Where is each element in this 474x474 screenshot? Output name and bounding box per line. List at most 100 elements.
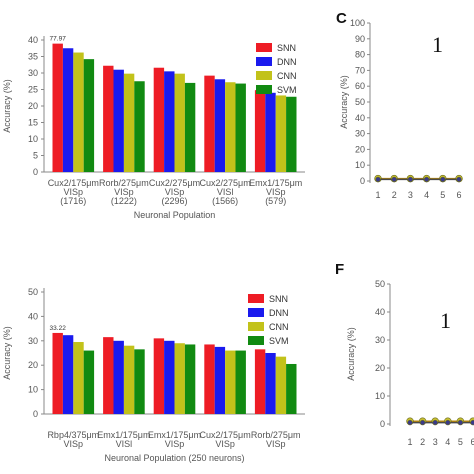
bar-cnn-2: [174, 343, 185, 414]
x-tick-label: (2296): [161, 196, 187, 206]
series-1-point-2: [407, 176, 414, 183]
x-tick-label: Emx1/175μm: [148, 430, 201, 440]
x-tick-label: Rorb/275μm: [251, 430, 301, 440]
x-tick-label: 3: [408, 190, 413, 200]
bar-svm-4: [286, 96, 297, 172]
x-tick-label: (1222): [111, 196, 137, 206]
x-axis-label: Neuronal Population (250 neurons): [104, 453, 244, 463]
bar-dnn-2: [164, 340, 175, 414]
legend-swatch-dnn: [248, 308, 264, 317]
x-tick-label: 6: [456, 190, 461, 200]
x-tick-label: (1716): [60, 196, 86, 206]
legend-label-dnn: DNN: [277, 57, 297, 67]
y-tick-label: 10: [375, 391, 385, 401]
panel-subtitle-f: 1: [440, 308, 451, 333]
bar-svm-4: [286, 363, 297, 414]
legend-label-svm: SVM: [269, 336, 289, 346]
x-axis-label: Neuronal Population: [134, 210, 216, 220]
bar-snn-2: [153, 338, 165, 414]
panel-subtitle-c: 1: [432, 32, 443, 57]
x-tick-label: 4: [424, 190, 429, 200]
y-tick-label: 30: [355, 129, 365, 139]
bar-dnn-4: [265, 353, 276, 414]
y-tick-label: 35: [28, 52, 38, 62]
bar-svm-3: [235, 350, 246, 414]
x-tick-label: VISp: [64, 187, 84, 197]
bar-cnn-0: [73, 342, 84, 414]
x-tick-label: (579): [265, 196, 286, 206]
y-tick-label: 0: [33, 409, 38, 419]
bar-snn-3: [204, 75, 215, 172]
x-tick-label: Cux2/175μm: [199, 430, 250, 440]
y-tick-label: 25: [28, 85, 38, 95]
y-tick-label: 40: [375, 307, 385, 317]
bar-snn-4: [254, 90, 266, 172]
bar-snn-3: [204, 344, 215, 414]
bar-snn-4: [254, 349, 266, 414]
legend-label-svm: SVM: [277, 85, 297, 95]
y-tick-label: 0: [360, 176, 365, 186]
x-tick-label: VISp: [114, 187, 134, 197]
bar-svm-1: [134, 81, 145, 172]
bar-dnn-2: [164, 71, 175, 172]
legend-label-dnn: DNN: [269, 308, 289, 318]
y-axis-label: Accuracy (%): [346, 327, 356, 381]
legend-swatch-dnn: [256, 57, 272, 66]
x-tick-label: VISl: [116, 439, 133, 449]
y-tick-label: 20: [28, 360, 38, 370]
x-tick-label: 1: [407, 437, 412, 447]
x-tick-label: Cux2/175μm: [48, 178, 99, 188]
y-tick-label: 20: [355, 144, 365, 154]
y-tick-label: 70: [355, 65, 365, 75]
y-tick-label: 30: [375, 335, 385, 345]
bar-snn-1: [103, 337, 114, 414]
y-tick-label: 10: [355, 160, 365, 170]
x-tick-label: VISp: [215, 439, 235, 449]
y-tick-label: 5: [33, 151, 38, 161]
series-1-point-3: [423, 176, 430, 183]
series-1-point-0: [375, 176, 381, 183]
y-axis-label: Accuracy (%): [2, 326, 12, 380]
x-tick-label: Cux2/275μm: [149, 178, 200, 188]
x-tick-label: Rorb/275μm: [99, 178, 149, 188]
y-tick-label: 30: [28, 68, 38, 78]
x-tick-label: 2: [392, 190, 397, 200]
legend-label-snn: SNN: [269, 294, 288, 304]
bar-snn-0: [52, 332, 63, 414]
series-1-point-2: [432, 419, 438, 426]
series-1-point-4: [440, 176, 446, 183]
bar-cnn-1: [123, 345, 135, 414]
legend-swatch-svm: [248, 336, 264, 345]
y-tick-label: 0: [33, 167, 38, 177]
x-tick-label: (1566): [212, 196, 238, 206]
x-tick-label: Emx1/175μm: [97, 430, 150, 440]
x-tick-label: VISl: [217, 187, 234, 197]
y-tick-label: 50: [355, 97, 365, 107]
y-tick-label: 40: [355, 113, 365, 123]
x-tick-label: 2: [420, 437, 425, 447]
x-tick-label: VISp: [165, 439, 185, 449]
x-tick-label: 6: [470, 437, 474, 447]
y-tick-label: 100: [350, 18, 365, 28]
x-tick-label: VISp: [64, 439, 84, 449]
y-axis-label: Accuracy (%): [2, 79, 12, 133]
y-tick-label: 50: [28, 287, 38, 297]
y-tick-label: 0: [380, 419, 385, 429]
bar-cnn-2: [174, 73, 185, 172]
x-tick-label: 1: [375, 190, 380, 200]
bar-svm-2: [184, 344, 196, 414]
bar-cnn-3: [225, 82, 236, 172]
y-tick-label: 90: [355, 34, 365, 44]
data-label: 33.22: [50, 325, 67, 332]
legend-label-cnn: CNN: [277, 71, 297, 81]
series-1-point-0: [407, 419, 413, 426]
bar-dnn-1: [113, 69, 124, 172]
legend-swatch-svm: [256, 85, 272, 94]
bar-cnn-4: [275, 95, 287, 172]
y-tick-label: 20: [28, 101, 38, 111]
legend-swatch-cnn: [256, 71, 272, 80]
bar-cnn-3: [225, 350, 236, 414]
x-tick-label: VISp: [266, 187, 286, 197]
legend-label-cnn: CNN: [269, 322, 289, 332]
bar-dnn-3: [214, 346, 226, 414]
